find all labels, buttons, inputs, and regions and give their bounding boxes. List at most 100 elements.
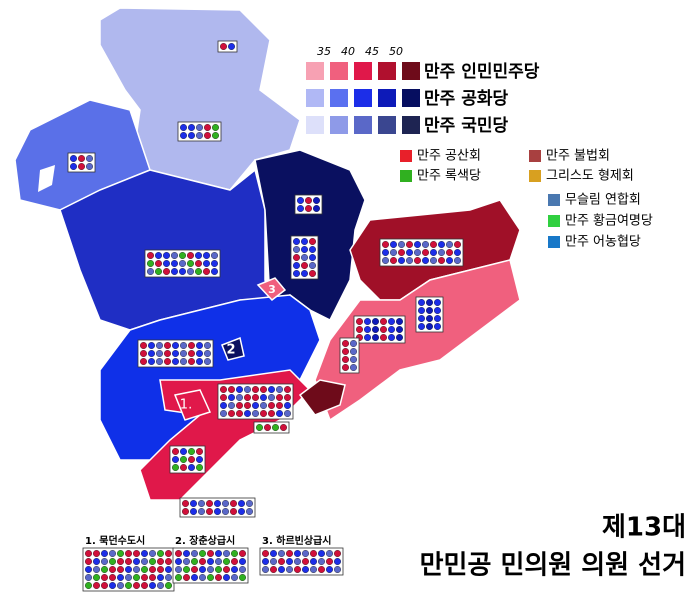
seat-dot [195,358,203,366]
seat-dot [210,251,218,259]
seat-dot [116,582,124,590]
seat-dot [418,323,426,331]
seat-dot [297,196,305,204]
seat-box [253,421,290,434]
seat-dot [178,260,186,268]
seat-dot [203,350,211,358]
seat-dot [438,257,446,265]
seat-dot [243,402,251,410]
seat-dot [388,334,396,342]
seat-dot [260,410,268,418]
seat-dot [326,566,334,574]
seat-dot [230,566,238,574]
seat-dot [195,456,203,464]
seat-dot [276,394,284,402]
legend-swatch [330,116,348,134]
seat-dot [179,456,187,464]
seat-dot [313,204,321,212]
seat-dot [309,237,317,245]
seat-dot [146,260,154,268]
seat-dot [163,342,171,350]
seat-dot [286,558,294,566]
seat-dot [278,550,286,558]
seat-dot [108,582,116,590]
seat-dot [100,558,108,566]
seat-dot [313,196,321,204]
seat-dot [100,550,108,558]
seat-dot [422,248,430,256]
seat-dot [171,456,179,464]
seat-dot [237,500,245,508]
seat-dot [195,464,203,472]
seat-dot [179,358,187,366]
seat-dot [206,558,214,566]
seat-dot [219,386,227,394]
seat-dot [195,342,203,350]
map-label: 1. [180,398,192,413]
seat-dot [245,500,253,508]
seat-dot [434,299,442,307]
seat-dot [182,558,190,566]
seat-dot [238,558,246,566]
seat-dot [235,386,243,394]
seat-dot [214,550,222,558]
seat-dot [178,251,186,259]
seat-dot [140,550,148,558]
seat-dot [85,162,93,170]
seat-dot [187,456,195,464]
seat-dot [426,323,434,331]
legend-swatch [306,62,324,80]
seat-dot [155,358,163,366]
seat-dot [301,237,309,245]
seat-dot [164,550,172,558]
seat-dot [243,386,251,394]
seat-dot [309,245,317,253]
region-changchun [221,336,245,361]
seat-dot [260,386,268,394]
seat-dot [198,574,206,582]
seat-dot [174,574,182,582]
seat-dot [310,550,318,558]
seat-dot [210,268,218,276]
seat-dot [162,260,170,268]
seat-dot [406,257,414,265]
seat-dot [326,558,334,566]
seat-dot [202,268,210,276]
seat-dot [156,550,164,558]
seat-dot [174,566,182,574]
seat-dot [227,410,235,418]
seat-dot [182,574,190,582]
region-southeast [314,259,521,422]
seat-dot [260,402,268,410]
seat-dot [147,342,155,350]
seat-dot [92,582,100,590]
seat-dot [388,326,396,334]
seat-dot [278,566,286,574]
seat-dot [206,566,214,574]
seat-dot [84,566,92,574]
legend-label: 만주 공화당 [424,89,508,109]
seat-dot [203,358,211,366]
seat-dot [430,257,438,265]
seat-dot [222,558,230,566]
seat-dot [297,204,305,212]
seat-dot [163,358,171,366]
seat-dot [418,307,426,315]
seat-dot [195,350,203,358]
seat-dot [398,240,406,248]
seat-dot [414,248,422,256]
seat-dot [414,257,422,265]
seat-dot [139,342,147,350]
seat-dot [108,550,116,558]
seat-dot [164,566,172,574]
seat-dot [262,558,270,566]
seat-dot [194,268,202,276]
seat-dot [418,315,426,323]
seat-dot [219,402,227,410]
seat-dot [294,550,302,558]
seat-dot [170,251,178,259]
seat-dot [179,350,187,358]
seat-dot [268,386,276,394]
seat-dot [446,257,454,265]
